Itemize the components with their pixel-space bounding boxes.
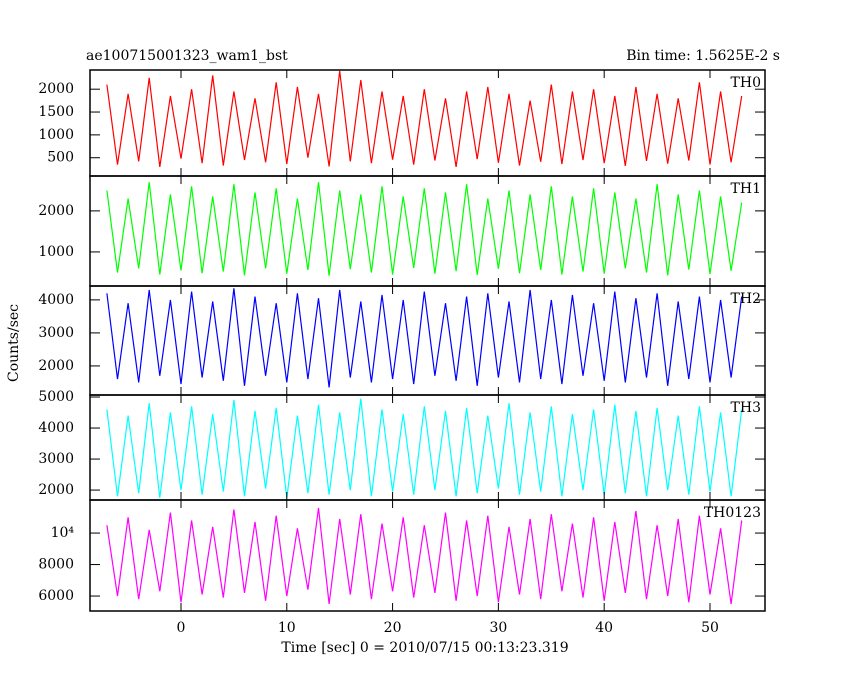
y-tick-label: 500 bbox=[47, 150, 74, 166]
light-curve bbox=[106, 182, 743, 276]
light-curve bbox=[106, 288, 743, 388]
x-tick-label: 0 bbox=[177, 620, 186, 636]
y-tick-label: 2000 bbox=[38, 81, 74, 97]
panel-frame bbox=[89, 69, 766, 177]
light-curve bbox=[106, 70, 743, 167]
y-tick-label: 1000 bbox=[38, 127, 74, 143]
y-axis-label: Counts/sec bbox=[6, 304, 22, 382]
x-tick-label: 10 bbox=[278, 620, 296, 636]
y-tick-label: 5000 bbox=[38, 389, 74, 405]
y-tick-label: 8000 bbox=[38, 557, 74, 573]
bin-time: Bin time: 1.5625E-2 s bbox=[626, 48, 780, 64]
panel-frame bbox=[89, 285, 766, 396]
y-tick-label: 10⁴ bbox=[51, 525, 75, 541]
panel-frame bbox=[89, 499, 766, 612]
x-tick-label: 50 bbox=[701, 620, 719, 636]
y-tick-label: 3000 bbox=[38, 451, 74, 467]
y-tick-label: 4000 bbox=[38, 292, 74, 308]
y-tick-label: 2000 bbox=[38, 358, 74, 374]
light-curve bbox=[106, 398, 743, 498]
y-tick-label: 6000 bbox=[38, 588, 74, 604]
y-tick-label: 3000 bbox=[38, 325, 74, 341]
x-tick-label: 40 bbox=[595, 620, 613, 636]
panel-label: TH0 bbox=[731, 75, 761, 91]
y-tick-label: 1500 bbox=[38, 104, 74, 120]
panel-label: TH0123 bbox=[704, 505, 761, 521]
y-tick-label: 4000 bbox=[38, 420, 74, 436]
x-tick-label: 20 bbox=[384, 620, 402, 636]
panel-label: TH2 bbox=[731, 291, 761, 307]
y-tick-label: 1000 bbox=[38, 244, 74, 260]
y-tick-label: 2000 bbox=[38, 203, 74, 219]
chart-title: ae100715001323_wam1_bst bbox=[86, 48, 288, 64]
panel-label: TH1 bbox=[731, 181, 761, 197]
panel-label: TH3 bbox=[731, 400, 761, 416]
light-curve bbox=[106, 507, 743, 604]
x-tick-label: 30 bbox=[489, 620, 507, 636]
x-axis-label: Time [sec] 0 = 2010/07/15 00:13:23.319 bbox=[281, 640, 568, 656]
y-tick-label: 2000 bbox=[38, 482, 74, 498]
